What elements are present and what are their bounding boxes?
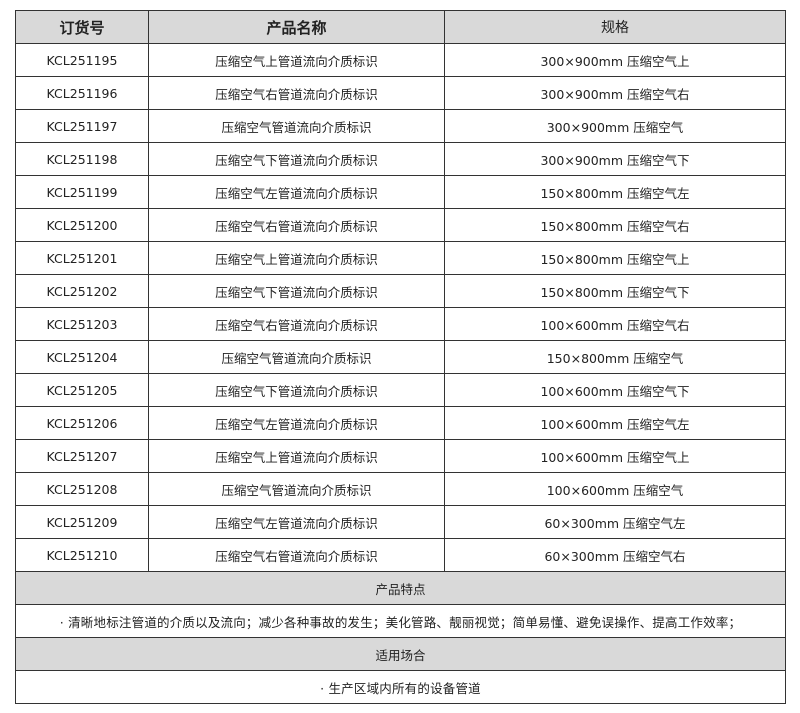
product-table: 订货号 产品名称 规格 KCL251195 压缩空气上管道流向介质标识 300×90… (15, 10, 786, 704)
order-number-cell: KCL251210 (15, 538, 149, 572)
table-row: KCL251201 压缩空气上管道流向介质标识 150×800mm 压缩空气上 (15, 241, 786, 275)
spec-cell: 150×800mm 压缩空气左 (444, 175, 786, 209)
spec-cell: 150×800mm 压缩空气 (444, 340, 786, 374)
product-name-cell: 压缩空气上管道流向介质标识 (148, 241, 445, 275)
product-name-cell: 压缩空气下管道流向介质标识 (148, 142, 445, 176)
order-number-cell: KCL251200 (15, 208, 149, 242)
header-spec: 规格 (444, 10, 786, 44)
product-name-cell: 压缩空气左管道流向介质标识 (148, 175, 445, 209)
table-row: KCL251205 压缩空气下管道流向介质标识 100×600mm 压缩空气下 (15, 373, 786, 407)
spec-cell: 100×600mm 压缩空气右 (444, 307, 786, 341)
table-row: KCL251210 压缩空气右管道流向介质标识 60×300mm 压缩空气右 (15, 538, 786, 572)
header-row: 订货号 产品名称 规格 (15, 10, 786, 44)
spec-cell: 300×900mm 压缩空气上 (444, 43, 786, 77)
product-name-cell: 压缩空气右管道流向介质标识 (148, 76, 445, 110)
order-number-cell: KCL251205 (15, 373, 149, 407)
order-number-cell: KCL251201 (15, 241, 149, 275)
table-row: KCL251208 压缩空气管道流向介质标识 100×600mm 压缩空气 (15, 472, 786, 506)
table-row: KCL251199 压缩空气左管道流向介质标识 150×800mm 压缩空气左 (15, 175, 786, 209)
features-text: · 清晰地标注管道的介质以及流向；减少各种事故的发生；美化管路、靓丽视觉；简单易… (15, 604, 786, 638)
spec-cell: 60×300mm 压缩空气右 (444, 538, 786, 572)
product-name-cell: 压缩空气管道流向介质标识 (148, 340, 445, 374)
features-title: 产品特点 (15, 571, 786, 605)
spec-cell: 300×900mm 压缩空气右 (444, 76, 786, 110)
table-row: KCL251207 压缩空气上管道流向介质标识 100×600mm 压缩空气上 (15, 439, 786, 473)
product-name-cell: 压缩空气左管道流向介质标识 (148, 406, 445, 440)
header-order-number: 订货号 (15, 10, 149, 44)
product-name-cell: 压缩空气左管道流向介质标识 (148, 505, 445, 539)
product-name-cell: 压缩空气右管道流向介质标识 (148, 208, 445, 242)
product-name-cell: 压缩空气右管道流向介质标识 (148, 538, 445, 572)
spec-cell: 100×600mm 压缩空气下 (444, 373, 786, 407)
table-row: KCL251195 压缩空气上管道流向介质标识 300×900mm 压缩空气上 (15, 43, 786, 77)
spec-cell: 150×800mm 压缩空气右 (444, 208, 786, 242)
order-number-cell: KCL251206 (15, 406, 149, 440)
product-name-cell: 压缩空气上管道流向介质标识 (148, 439, 445, 473)
table-row: KCL251206 压缩空气左管道流向介质标识 100×600mm 压缩空气左 (15, 406, 786, 440)
table-row: KCL251196 压缩空气右管道流向介质标识 300×900mm 压缩空气右 (15, 76, 786, 110)
order-number-cell: KCL251203 (15, 307, 149, 341)
spec-cell: 150×800mm 压缩空气上 (444, 241, 786, 275)
order-number-cell: KCL251202 (15, 274, 149, 308)
table-row: KCL251197 压缩空气管道流向介质标识 300×900mm 压缩空气 (15, 109, 786, 143)
spec-cell: 150×800mm 压缩空气下 (444, 274, 786, 308)
product-name-cell: 压缩空气下管道流向介质标识 (148, 274, 445, 308)
spec-cell: 100×600mm 压缩空气 (444, 472, 786, 506)
order-number-cell: KCL251199 (15, 175, 149, 209)
header-product-name: 产品名称 (148, 10, 445, 44)
table-row: KCL251202 压缩空气下管道流向介质标识 150×800mm 压缩空气下 (15, 274, 786, 308)
spec-cell: 100×600mm 压缩空气上 (444, 439, 786, 473)
product-name-cell: 压缩空气右管道流向介质标识 (148, 307, 445, 341)
table-row: KCL251204 压缩空气管道流向介质标识 150×800mm 压缩空气 (15, 340, 786, 374)
spec-cell: 300×900mm 压缩空气 (444, 109, 786, 143)
order-number-cell: KCL251197 (15, 109, 149, 143)
product-name-cell: 压缩空气管道流向介质标识 (148, 472, 445, 506)
spec-cell: 100×600mm 压缩空气左 (444, 406, 786, 440)
spec-cell: 300×900mm 压缩空气下 (444, 142, 786, 176)
usage-title: 适用场合 (15, 637, 786, 671)
table-row: KCL251209 压缩空气左管道流向介质标识 60×300mm 压缩空气左 (15, 505, 786, 539)
table-row: KCL251200 压缩空气右管道流向介质标识 150×800mm 压缩空气右 (15, 208, 786, 242)
order-number-cell: KCL251198 (15, 142, 149, 176)
order-number-cell: KCL251195 (15, 43, 149, 77)
product-name-cell: 压缩空气管道流向介质标识 (148, 109, 445, 143)
spec-cell: 60×300mm 压缩空气左 (444, 505, 786, 539)
order-number-cell: KCL251208 (15, 472, 149, 506)
usage-text: · 生产区域内所有的设备管道 (15, 670, 786, 704)
order-number-cell: KCL251196 (15, 76, 149, 110)
order-number-cell: KCL251209 (15, 505, 149, 539)
product-name-cell: 压缩空气上管道流向介质标识 (148, 43, 445, 77)
order-number-cell: KCL251204 (15, 340, 149, 374)
table-row: KCL251198 压缩空气下管道流向介质标识 300×900mm 压缩空气下 (15, 142, 786, 176)
table-row: KCL251203 压缩空气右管道流向介质标识 100×600mm 压缩空气右 (15, 307, 786, 341)
product-name-cell: 压缩空气下管道流向介质标识 (148, 373, 445, 407)
order-number-cell: KCL251207 (15, 439, 149, 473)
